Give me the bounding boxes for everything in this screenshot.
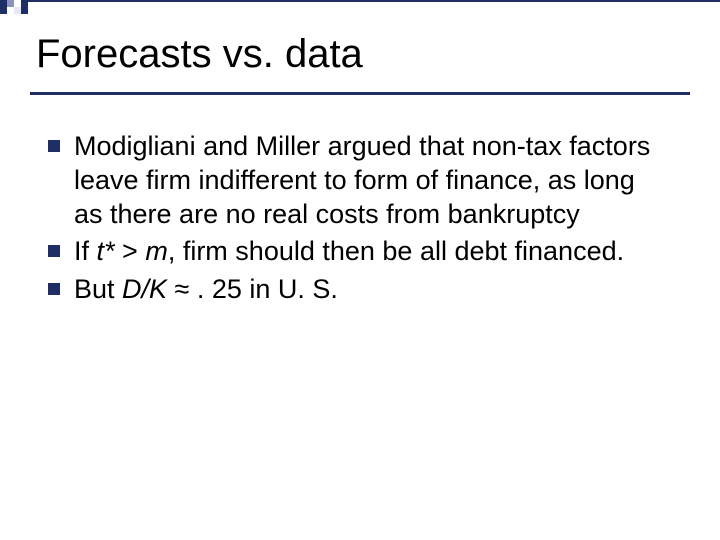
bullet-list: Modigliani and Miller argued that non-ta… bbox=[48, 130, 668, 311]
accent-top-line bbox=[28, 0, 720, 2]
list-item: If t* > m, firm should then be all debt … bbox=[48, 235, 668, 269]
italic-text: t* bbox=[97, 236, 115, 266]
text-run: ≈ . 25 in U. S. bbox=[167, 274, 338, 304]
accent-squares bbox=[0, 0, 28, 14]
bullet-square-icon bbox=[48, 245, 60, 257]
list-item: Modigliani and Miller argued that non-ta… bbox=[48, 130, 668, 231]
bullet-text: If t* > m, firm should then be all debt … bbox=[74, 235, 624, 269]
list-item: But D/K ≈ . 25 in U. S. bbox=[48, 273, 668, 307]
slide-title: Forecasts vs. data bbox=[36, 32, 363, 77]
text-run: But bbox=[74, 274, 122, 304]
bullet-square-icon bbox=[48, 283, 60, 295]
top-accent-bar bbox=[0, 0, 720, 14]
italic-text: D/K bbox=[122, 274, 167, 304]
bullet-text: Modigliani and Miller argued that non-ta… bbox=[74, 130, 668, 231]
title-underline bbox=[30, 92, 690, 95]
text-run: If bbox=[74, 236, 97, 266]
bullet-square-icon bbox=[48, 140, 60, 152]
italic-text: m bbox=[145, 236, 168, 266]
text-run: , firm should then be all debt financed. bbox=[168, 236, 624, 266]
text-run: > bbox=[115, 236, 146, 266]
bullet-text: But D/K ≈ . 25 in U. S. bbox=[74, 273, 338, 307]
